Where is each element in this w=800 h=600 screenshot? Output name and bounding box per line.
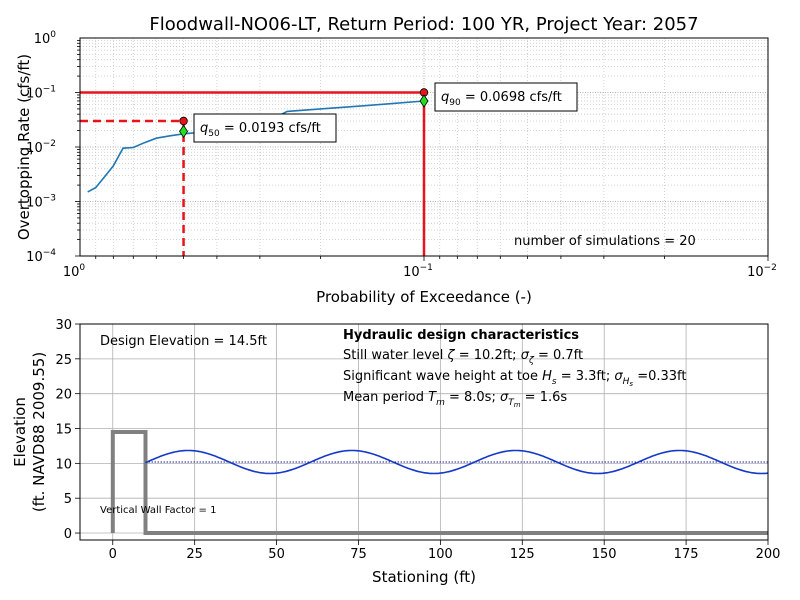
top-x-tick-label: 100: [63, 263, 86, 280]
exceedance-point-marker: [179, 116, 188, 126]
hydraulic-line-1: Still water level ζ = 10.2ft; σζ = 0.7ft: [343, 348, 583, 366]
top-ticks: 100 10−1 10−2 10−4 10−3 10−2 10−1 100: [26, 30, 777, 280]
bottom-y-tick-label: 30: [55, 318, 72, 333]
bottom-x-axis-label: Stationing (ft): [372, 568, 476, 586]
top-y-tick-label: 10−2: [26, 139, 56, 156]
bottom-x-tick-label: 75: [350, 547, 367, 562]
quantile-marker: [419, 94, 429, 108]
top-y-tick-label: 10−4: [26, 248, 56, 265]
top-y-tick-label: 10−1: [26, 85, 56, 102]
bottom-y-tick-label: 0: [64, 527, 72, 542]
bottom-ticks: 0 25 50 75 100 125 150 175 200 0 5 10 15 20 25 30: [55, 318, 780, 562]
chart-bottom: Design Elevation = 14.5ft Vertical Wall …: [11, 318, 780, 586]
q50-annotation: q50 = 0.0193 cfs/ft: [193, 113, 337, 143]
hydraulic-line-3: Mean period Tm = 8.0s; σTm = 1.6s: [343, 390, 567, 409]
q90-annotation-box: [434, 82, 578, 112]
bottom-axes-frame: [79, 323, 769, 541]
q50-annotation-text: q50 = 0.0193 cfs/ft: [200, 121, 321, 139]
bottom-x-tick-label: 150: [592, 547, 617, 562]
top-x-tick-label: 10−2: [747, 263, 777, 280]
bottom-x-tick-label: 175: [674, 547, 699, 562]
quantile-marker: [179, 124, 189, 139]
hydraulic-line-2: Significant wave height at toe Hs = 3.3f…: [343, 369, 687, 388]
num-simulations-label: number of simulations = 20: [514, 234, 696, 249]
bottom-x-tick-label: 125: [510, 547, 535, 562]
wave-profile: [145, 449, 769, 475]
bottom-x-tick-label: 200: [756, 547, 781, 562]
bottom-x-tick-label: 100: [428, 547, 453, 562]
bottom-y-axis-label-line2: (ft. NAVD88 2009.55): [30, 352, 48, 512]
bottom-y-tick-label: 20: [55, 388, 72, 403]
q90-annotation: q90 = 0.0698 cfs/ft: [434, 82, 578, 112]
top-x-axis-label: Probability of Exceedance (-): [316, 288, 532, 306]
top-x-tick-label: 10−1: [403, 263, 433, 280]
bottom-x-tick-label: 50: [268, 547, 285, 562]
bottom-y-tick-label: 10: [55, 457, 72, 472]
bottom-y-tick-label: 25: [55, 353, 72, 368]
bottom-x-tick-label: 25: [186, 547, 203, 562]
bottom-y-tick-label: 15: [55, 423, 72, 438]
floodwall-profile: [110, 430, 768, 535]
hydraulic-title: Hydraulic design characteristics: [343, 328, 579, 343]
chart-top-title: Floodwall-NO06-LT, Return Period: 100 YR…: [149, 14, 698, 35]
top-y-tick-label: 10−3: [26, 194, 56, 211]
top-y-axis-label: Overtopping Rate (cfs/ft): [15, 54, 33, 240]
design-elevation-label: Design Elevation = 14.5ft: [100, 334, 267, 349]
vertical-wall-factor-label: Vertical Wall Factor = 1: [100, 505, 216, 516]
bottom-y-axis-label-line1: Elevation: [11, 397, 29, 467]
bottom-x-tick-label: 0: [109, 547, 117, 562]
chart-top: Floodwall-NO06-LT, Return Period: 100 YR…: [15, 14, 777, 306]
overtopping-rate-line: [87, 100, 425, 193]
top-markers: [179, 88, 429, 139]
top-y-tick-label: 100: [34, 30, 57, 47]
q90-annotation-text: q90 = 0.0698 cfs/ft: [441, 90, 562, 108]
q50-annotation-box: [193, 113, 337, 143]
hydraulic-characteristics: Hydraulic design characteristics Still w…: [343, 328, 687, 409]
top-grid: [80, 38, 769, 257]
bottom-y-tick-label: 5: [64, 492, 72, 507]
reference-lines: [80, 91, 426, 256]
